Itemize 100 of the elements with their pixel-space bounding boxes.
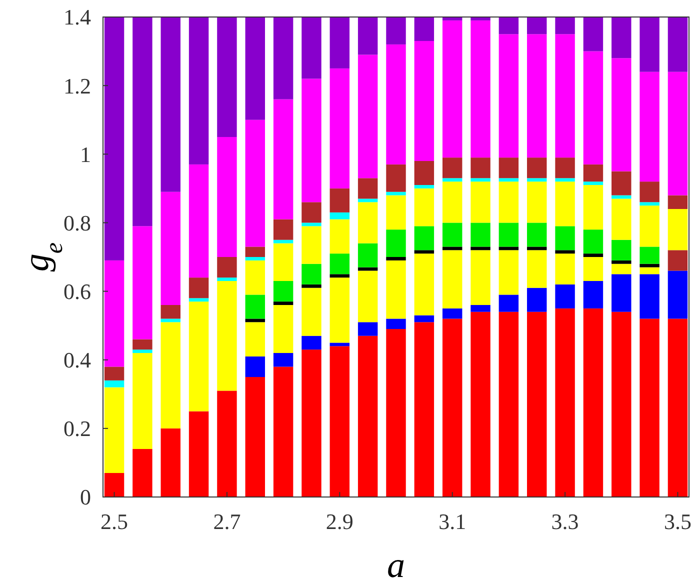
bar — [612, 274, 632, 312]
bar — [386, 230, 406, 257]
bar — [442, 158, 462, 178]
y-tick-label: 0.8 — [64, 210, 91, 236]
bar — [160, 305, 180, 319]
bar — [668, 195, 688, 209]
bar — [104, 473, 124, 497]
bar — [555, 158, 575, 178]
y-tick-label: 1 — [80, 142, 91, 167]
bar — [442, 246, 462, 250]
bar — [386, 318, 406, 329]
bar — [583, 254, 604, 257]
bar — [217, 390, 237, 497]
bar — [330, 17, 350, 68]
bar — [330, 342, 350, 346]
bar — [330, 219, 350, 254]
bar — [527, 312, 547, 497]
bar — [583, 182, 604, 185]
bar — [358, 243, 378, 268]
y-tick-label: 0.4 — [64, 348, 91, 373]
bar — [302, 288, 322, 336]
bar — [555, 182, 575, 226]
x-tick-label: 3.1 — [438, 509, 466, 534]
bar — [273, 219, 294, 240]
bar — [386, 17, 406, 44]
bar — [414, 250, 434, 254]
bar — [188, 164, 209, 278]
bar — [414, 185, 434, 188]
bar — [245, 257, 265, 260]
bar — [442, 182, 462, 223]
bar — [386, 257, 406, 260]
bar — [245, 318, 265, 322]
bar — [583, 51, 604, 164]
bar — [302, 17, 322, 79]
bar — [386, 195, 406, 230]
bar — [640, 182, 660, 202]
bar — [498, 222, 519, 247]
bar — [498, 158, 519, 178]
bar — [160, 322, 180, 428]
bar — [612, 264, 632, 274]
bar — [414, 322, 434, 497]
bar — [498, 178, 519, 182]
bar — [245, 322, 265, 356]
bar — [640, 274, 660, 319]
bar — [188, 17, 209, 164]
bar — [132, 226, 152, 340]
bar — [668, 72, 688, 196]
bar — [217, 137, 237, 257]
bar — [358, 202, 378, 244]
bar — [527, 250, 547, 288]
bar — [612, 260, 632, 264]
bar — [330, 278, 350, 343]
bar — [442, 178, 462, 182]
bar — [188, 411, 209, 497]
bar — [527, 158, 547, 178]
bar — [640, 318, 660, 497]
bar — [273, 240, 294, 244]
bar — [498, 34, 519, 158]
bar — [386, 329, 406, 497]
bar — [583, 281, 604, 308]
bar — [442, 222, 462, 247]
bar — [217, 278, 237, 281]
bar — [498, 17, 519, 34]
bar — [386, 164, 406, 192]
bar — [640, 202, 660, 206]
bar — [414, 41, 434, 161]
y-tick-label: 1.4 — [64, 4, 91, 30]
bar — [358, 198, 378, 202]
bar — [245, 356, 265, 377]
bar — [160, 192, 180, 305]
bar — [668, 17, 688, 72]
bar — [498, 250, 519, 295]
bar — [302, 350, 322, 497]
bar — [132, 339, 152, 350]
bar — [442, 318, 462, 497]
bar — [612, 171, 632, 196]
y-tick-label: 1.2 — [64, 73, 91, 98]
bar — [358, 270, 378, 322]
bar — [104, 387, 124, 473]
bar — [640, 264, 660, 268]
x-tick-label: 3.5 — [664, 509, 692, 534]
bar — [583, 308, 604, 497]
bar — [273, 17, 294, 100]
bar — [442, 250, 462, 308]
bar — [555, 284, 575, 308]
y-tick-label: 0.6 — [64, 278, 91, 304]
bar — [414, 161, 434, 185]
bar — [245, 377, 265, 497]
bar — [330, 212, 350, 220]
bar — [273, 353, 294, 367]
bar — [527, 178, 547, 182]
bar — [470, 182, 490, 223]
y-tick-label: 0 — [80, 484, 91, 510]
bar — [612, 17, 632, 58]
bar — [386, 192, 406, 196]
bar — [414, 315, 434, 322]
bar — [386, 260, 406, 319]
bar — [470, 305, 490, 312]
bar — [414, 226, 434, 250]
bar — [330, 188, 350, 212]
